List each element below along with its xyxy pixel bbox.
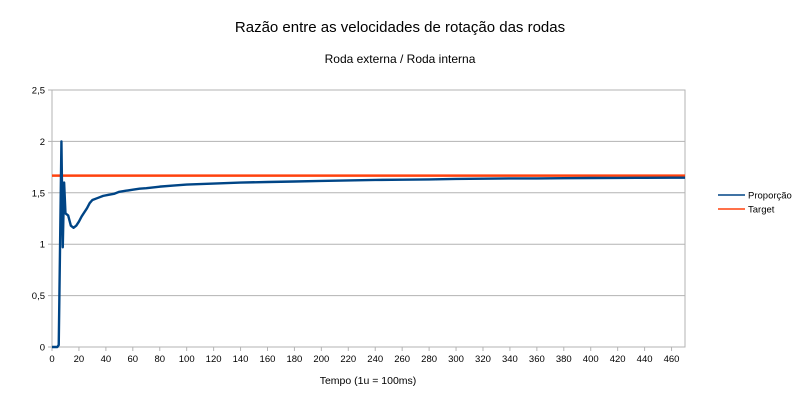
series-group [52, 140, 685, 349]
y-axis-ticks: 0 0,5 1 1,5 2 2,5 [32, 86, 52, 354]
x-tick-label: 460 [664, 354, 680, 365]
y-tick-label: 1 [40, 240, 45, 251]
x-tick-label: 140 [233, 354, 249, 365]
x-tick-label: 120 [206, 354, 222, 365]
x-tick-label: 440 [637, 354, 653, 365]
x-axis-title: Tempo (1u = 100ms) [320, 375, 417, 387]
x-tick-label: 180 [286, 354, 302, 365]
x-tick-label: 280 [421, 354, 437, 365]
legend-label-target: Target [748, 205, 775, 216]
x-tick-label: 420 [610, 354, 626, 365]
y-tick-label: 2 [40, 137, 45, 148]
x-tick-label: 300 [448, 354, 464, 365]
x-tick-label: 60 [128, 354, 139, 365]
x-tick-label: 360 [529, 354, 545, 365]
series-line-propor-o [52, 140, 685, 349]
x-tick-label: 380 [556, 354, 572, 365]
x-tick-label: 20 [74, 354, 85, 365]
y-tick-label: 0 [40, 343, 45, 354]
x-tick-label: 80 [154, 354, 165, 365]
x-tick-label: 100 [179, 354, 195, 365]
x-tick-label: 320 [475, 354, 491, 365]
x-tick-label: 260 [394, 354, 410, 365]
y-tick-label: 2,5 [32, 86, 45, 97]
y-tick-label: 1,5 [32, 188, 45, 199]
x-tick-label: 200 [313, 354, 329, 365]
legend: Proporção Target [718, 191, 792, 216]
plot-area [51, 89, 686, 348]
x-tick-label: 400 [583, 354, 599, 365]
x-tick-label: 220 [340, 354, 356, 365]
legend-label-propor-o: Proporção [748, 191, 792, 202]
grid-lines [52, 140, 685, 297]
chart-title: Razão entre as velocidades de rotação da… [235, 19, 565, 36]
chart-subtitle: Roda externa / Roda interna [325, 52, 476, 66]
x-tick-label: 160 [260, 354, 276, 365]
x-tick-label: 240 [367, 354, 383, 365]
x-tick-label: 40 [101, 354, 112, 365]
x-tick-label: 340 [502, 354, 518, 365]
x-tick-label: 0 [49, 354, 54, 365]
x-axis-ticks: 0 20 40 60 80 100 120 140 160 180 200 220 240 260 280 3… [49, 347, 679, 365]
y-tick-label: 0,5 [32, 291, 45, 302]
